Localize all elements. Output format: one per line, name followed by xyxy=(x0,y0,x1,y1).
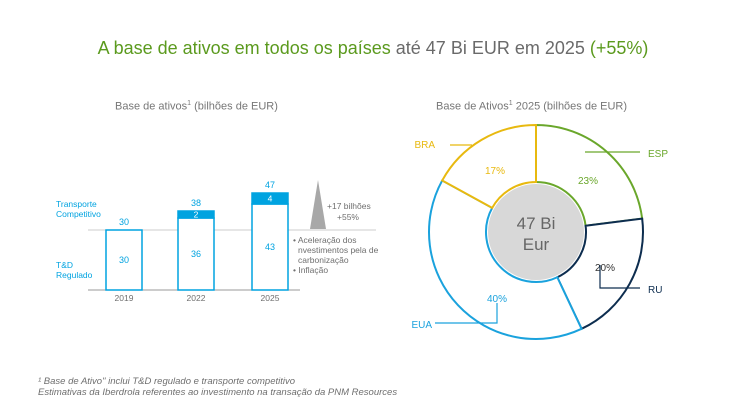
bar-competitive-label-2022: 2 xyxy=(194,210,199,220)
legend-competitive-line2: Competitivo xyxy=(56,209,101,219)
page-title: A base de ativos em todos os países até … xyxy=(0,38,746,59)
x-tick-2025: 2025 xyxy=(261,293,280,303)
driver-2: • Inflação xyxy=(293,265,328,275)
donut-leader-ru xyxy=(599,265,640,289)
donut-slice-esp xyxy=(535,123,644,227)
bar-competitive-2022 xyxy=(177,210,215,219)
title-part2: até 47 Bi EUR em 2025 xyxy=(390,38,590,58)
bar-total-label-2025: 47 xyxy=(265,180,275,190)
legend-competitive-line1: Transporte xyxy=(56,199,97,209)
bar-regulated-2019 xyxy=(105,229,143,291)
driver-1-line1: • Aceleração dos xyxy=(293,235,356,245)
bar-regulated-2025 xyxy=(251,203,289,291)
donut-label-eua: EUA xyxy=(411,320,432,331)
bar-competitive-label-2025: 4 xyxy=(268,194,273,204)
donut-label-bra: BRA xyxy=(414,140,435,151)
donut-pct-eua: 40% xyxy=(487,294,507,305)
bar-regulated-label-2019: 30 xyxy=(119,255,129,265)
growth-triangle xyxy=(310,180,326,229)
bar-total-label-2019: 30 xyxy=(119,217,129,227)
title-part1: A base de ativos em todos os países xyxy=(97,38,391,58)
donut-slice-eua xyxy=(428,179,583,340)
growth-label-amount: +17 bilhões xyxy=(327,201,371,211)
bar-competitive-2025 xyxy=(251,192,289,205)
driver-1-line3: carbonização xyxy=(298,255,349,265)
donut-leader-eua xyxy=(435,303,498,324)
bar-regulated-2022 xyxy=(177,217,215,291)
donut-pct-esp: 23% xyxy=(578,176,598,187)
bar-total-label-2022: 38 xyxy=(191,198,201,208)
x-tick-2022: 2022 xyxy=(187,293,206,303)
donut-center-label-1: 47 Bi xyxy=(517,214,556,233)
donut-slice-bra xyxy=(440,123,537,210)
bar-regulated-label-2025: 43 xyxy=(265,242,275,252)
bar-chart-subtitle: Base de ativos1 (bilhões de EUR) xyxy=(115,100,278,113)
driver-1-line2: nvestimentos pela de xyxy=(298,245,379,255)
donut-label-ru: RU xyxy=(648,285,662,296)
donut-chart-subtitle: Base de Ativos1 2025 (bilhões de EUR) xyxy=(436,100,628,113)
donut-label-esp: ESP xyxy=(648,149,668,160)
legend-regulated-line2: Regulado xyxy=(56,270,93,280)
donut-pct-ru: 20% xyxy=(595,263,615,274)
donut-center-label-2: Eur xyxy=(523,235,550,254)
title-part3: (+55%) xyxy=(589,38,649,58)
x-tick-2019: 2019 xyxy=(115,293,134,303)
bar-regulated-label-2022: 36 xyxy=(191,249,201,259)
donut-center xyxy=(488,184,584,280)
donut-pct-bra: 17% xyxy=(485,166,505,177)
footnote-2: Estimativas da Iberdrola referentes ao i… xyxy=(38,387,398,398)
legend-regulated-line1: T&D xyxy=(56,260,73,270)
growth-label-pct: +55% xyxy=(337,212,359,222)
footnote-1: ¹ Base de Ativo" inclui T&D regulado e t… xyxy=(38,376,296,387)
